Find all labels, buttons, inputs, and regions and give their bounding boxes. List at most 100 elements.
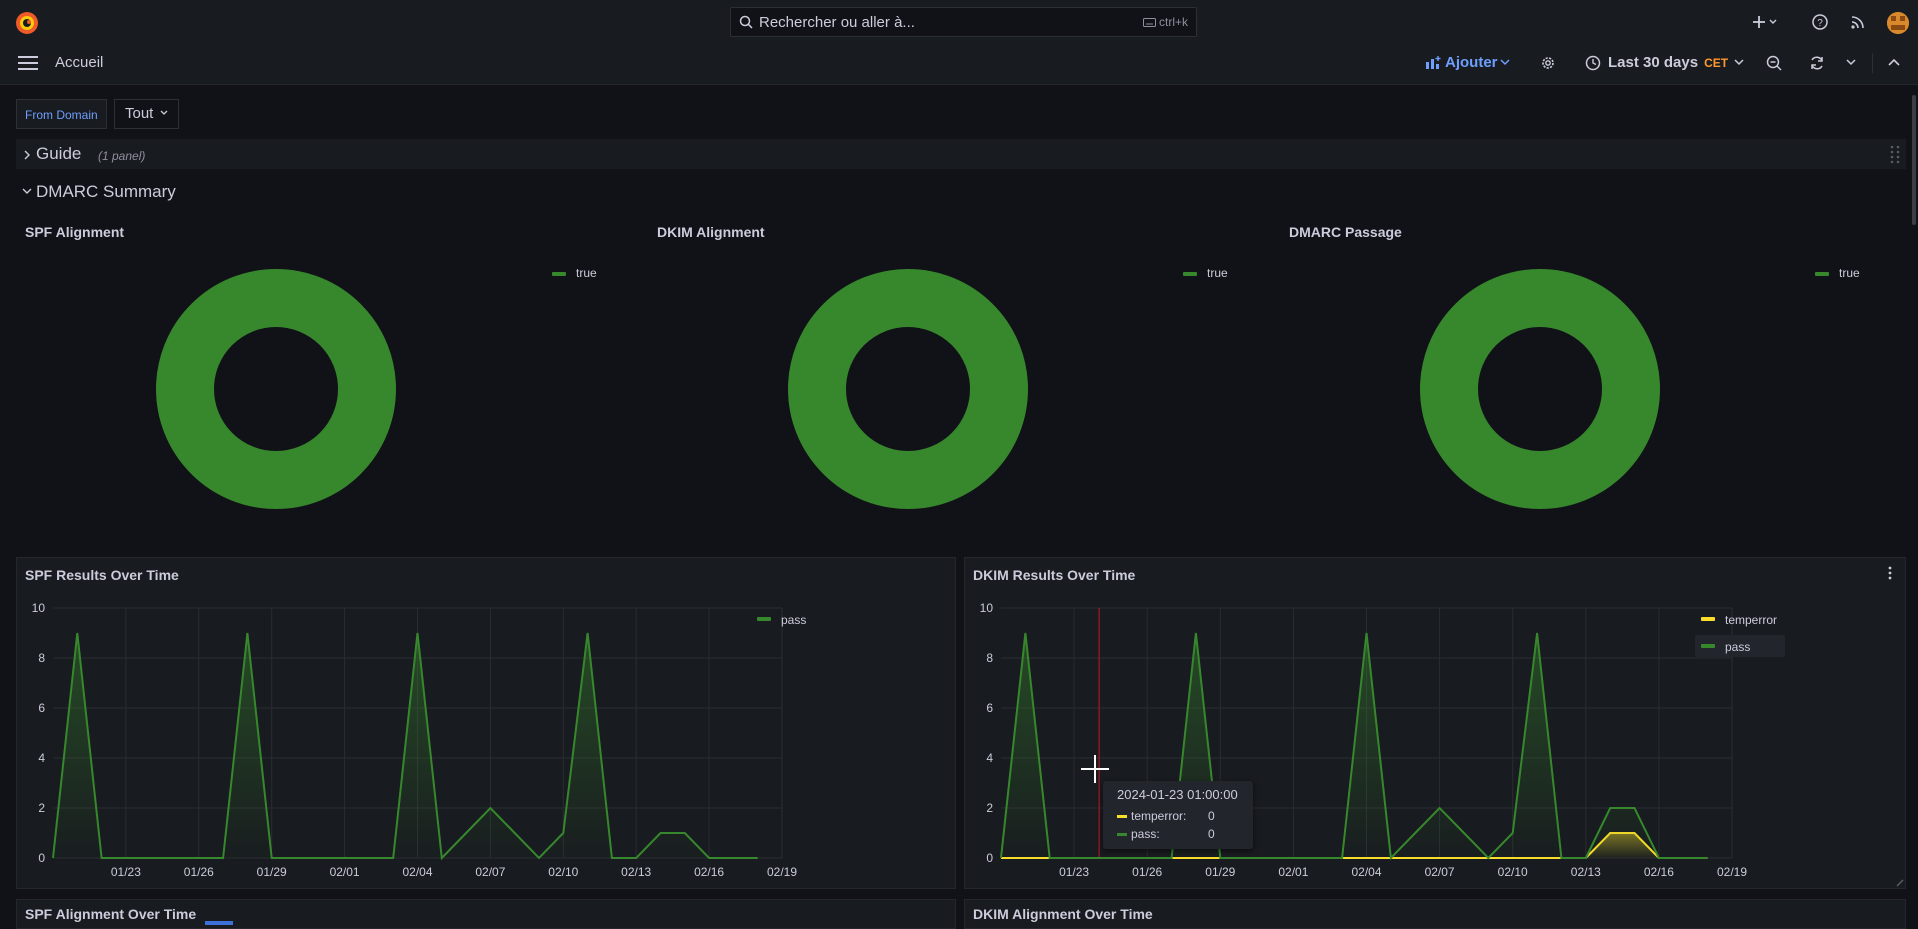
donut-chart[interactable] <box>1420 269 1660 509</box>
legend-item[interactable]: true <box>1815 266 1860 280</box>
y-tick-label: 6 <box>986 701 993 715</box>
clock-icon <box>1585 55 1601 71</box>
legend-swatch <box>1701 617 1715 621</box>
y-tick-label: 0 <box>986 851 993 865</box>
toolbar-divider <box>1872 53 1873 73</box>
timeseries-panel-spf: SPF Results Over Time 0 2 4 6 8 10 01/23 01/26 01… <box>16 557 956 889</box>
breadcrumb[interactable]: Accueil <box>55 54 104 71</box>
tooltip-series-name: pass: <box>1131 827 1160 841</box>
row-guide-subtitle: (1 panel) <box>98 149 146 163</box>
legend-swatch <box>552 271 566 276</box>
x-tick-label: 02/19 <box>767 865 797 879</box>
series-line-pass <box>1000 632 1708 861</box>
legend-label: pass <box>781 613 806 627</box>
dashboard-toolbar <box>0 44 1918 85</box>
keyboard-icon <box>1142 18 1156 27</box>
panel-title: DKIM Results Over Time <box>973 567 1136 583</box>
panel-title: SPF Alignment <box>25 224 125 240</box>
tooltip-swatch <box>1117 833 1127 837</box>
panel-title: SPF Results Over Time <box>25 567 179 583</box>
settings-gear-icon[interactable] <box>1540 55 1556 71</box>
series-line-pass <box>52 632 758 861</box>
plus-icon[interactable] <box>1752 14 1778 30</box>
add-button[interactable]: Ajouter <box>1445 54 1498 71</box>
row-dmarc-summary-title[interactable]: DMARC Summary <box>36 182 176 201</box>
row-collapse-chevron-down-icon[interactable] <box>22 188 32 194</box>
x-tick-label: 02/07 <box>1425 865 1455 879</box>
legend-swatch <box>1701 644 1715 648</box>
x-tick-label: 01/26 <box>1132 865 1162 879</box>
menu-toggle-icon[interactable] <box>18 56 38 70</box>
refresh-icon[interactable] <box>1809 55 1825 71</box>
x-tick-label: 02/07 <box>475 865 505 879</box>
loading-indicator <box>205 921 233 925</box>
y-tick-label: 10 <box>32 601 46 615</box>
tooltip-time: 2024-01-23 01:00:00 <box>1117 787 1238 802</box>
x-tick-label: 02/04 <box>1351 865 1381 879</box>
search-shortcut-label: ctrl+k <box>1158 15 1188 29</box>
legend-label: pass <box>1725 640 1750 654</box>
y-tick-label: 4 <box>986 751 993 765</box>
variable-label-from-domain: From Domain <box>16 99 107 129</box>
legend-item[interactable]: true <box>1183 266 1228 280</box>
x-tick-label: 02/13 <box>621 865 651 879</box>
panel-title: SPF Alignment Over Time <box>25 906 197 922</box>
tooltip-series-name: temperror: <box>1131 809 1187 823</box>
tooltip-swatch <box>1117 815 1127 819</box>
avatar-image-icon <box>1887 12 1909 34</box>
x-tick-label: 02/13 <box>1571 865 1601 879</box>
row-guide[interactable] <box>16 139 1906 169</box>
legend-item[interactable]: true <box>552 266 597 280</box>
legend-label: true <box>1207 266 1228 280</box>
panel-menu-icon[interactable] <box>1887 565 1893 581</box>
donut-chart[interactable] <box>788 269 1028 509</box>
add-chevron-down-icon[interactable] <box>1500 58 1510 66</box>
search-input[interactable]: Rechercher ou aller à... ctrl+k <box>730 7 1197 37</box>
y-tick-label: 2 <box>38 801 45 815</box>
donut-chart[interactable] <box>156 269 396 509</box>
timezone-label: CET <box>1704 56 1729 70</box>
drag-handle-icon[interactable] <box>1890 145 1900 163</box>
x-tick-label: 01/29 <box>257 865 287 879</box>
time-chevron-down-icon[interactable] <box>1734 58 1744 66</box>
panel-spf-alignment-over-time: SPF Alignment Over Time <box>16 899 956 929</box>
x-tick-label: 02/04 <box>402 865 432 879</box>
time-range-picker[interactable]: Last 30 days CET <box>1608 54 1728 71</box>
y-tick-label: 4 <box>38 751 45 765</box>
panel-title: DKIM Alignment Over Time <box>973 906 1153 922</box>
x-tick-label: 01/23 <box>111 865 141 879</box>
search-placeholder: Rechercher ou aller à... <box>759 14 915 31</box>
search-icon <box>739 15 753 29</box>
legend-label: temperror <box>1725 613 1777 627</box>
tooltip-row-label: temperror: <box>1117 809 1186 823</box>
resize-handle-icon <box>1896 879 1904 887</box>
user-avatar[interactable] <box>1887 12 1909 34</box>
add-panel-icon <box>1426 56 1441 69</box>
search-shortcut: ctrl+k <box>1142 15 1188 29</box>
tooltip-value: 0 <box>1208 827 1215 841</box>
page-scrollbar[interactable] <box>1912 95 1916 225</box>
refresh-chevron-down-icon[interactable] <box>1846 58 1856 66</box>
x-tick-label: 02/10 <box>1498 865 1528 879</box>
top-navbar: Rechercher ou aller à... ctrl+k ? <box>0 0 1918 45</box>
x-tick-label: 01/29 <box>1205 865 1235 879</box>
legend-label: true <box>1839 266 1860 280</box>
tooltip-value: 0 <box>1208 809 1215 823</box>
row-guide-title[interactable]: Guide <box>36 144 82 163</box>
x-tick-label: 02/16 <box>694 865 724 879</box>
zoom-out-icon[interactable] <box>1766 55 1782 71</box>
grafana-logo-icon[interactable] <box>14 10 40 36</box>
x-tick-label: 01/23 <box>1059 865 1089 879</box>
help-icon[interactable]: ? <box>1812 14 1828 30</box>
cursor-crosshair-icon <box>1081 755 1109 783</box>
x-tick-label: 02/01 <box>1278 865 1308 879</box>
variable-select-from-domain[interactable]: Tout <box>114 99 179 129</box>
collapse-chevron-up-icon[interactable] <box>1888 58 1900 66</box>
panel-title: DKIM Alignment <box>657 224 765 240</box>
tooltip-row-label: pass: <box>1117 827 1160 841</box>
rss-news-icon[interactable] <box>1850 14 1866 30</box>
legend-swatch <box>1183 271 1197 276</box>
x-tick-label: 02/01 <box>330 865 360 879</box>
chart-tooltip: 2024-01-23 01:00:00 temperror: 0 pass: 0 <box>1103 781 1253 849</box>
row-expand-chevron-right-icon[interactable] <box>24 150 30 160</box>
